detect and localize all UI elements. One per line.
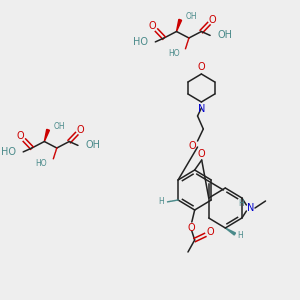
Polygon shape (225, 228, 236, 235)
Text: O: O (17, 131, 24, 141)
Text: HO: HO (168, 49, 179, 58)
Text: O: O (209, 15, 217, 25)
Text: N: N (198, 104, 205, 114)
Text: OH: OH (54, 122, 65, 131)
Text: O: O (206, 227, 214, 237)
Text: H: H (158, 197, 164, 206)
Text: HO: HO (133, 37, 148, 47)
Text: HO: HO (36, 159, 47, 168)
Text: H: H (237, 232, 243, 241)
Text: HO: HO (1, 147, 16, 157)
Text: O: O (189, 141, 196, 151)
Text: OH: OH (186, 12, 198, 21)
Text: O: O (198, 149, 206, 159)
Text: OH: OH (85, 140, 100, 150)
Text: H: H (238, 199, 244, 208)
Text: O: O (149, 21, 157, 31)
Text: O: O (188, 223, 196, 233)
Text: N: N (247, 203, 254, 213)
Text: O: O (77, 125, 84, 135)
Polygon shape (176, 19, 181, 32)
Polygon shape (44, 129, 50, 142)
Text: O: O (198, 62, 205, 72)
Text: OH: OH (218, 30, 233, 40)
